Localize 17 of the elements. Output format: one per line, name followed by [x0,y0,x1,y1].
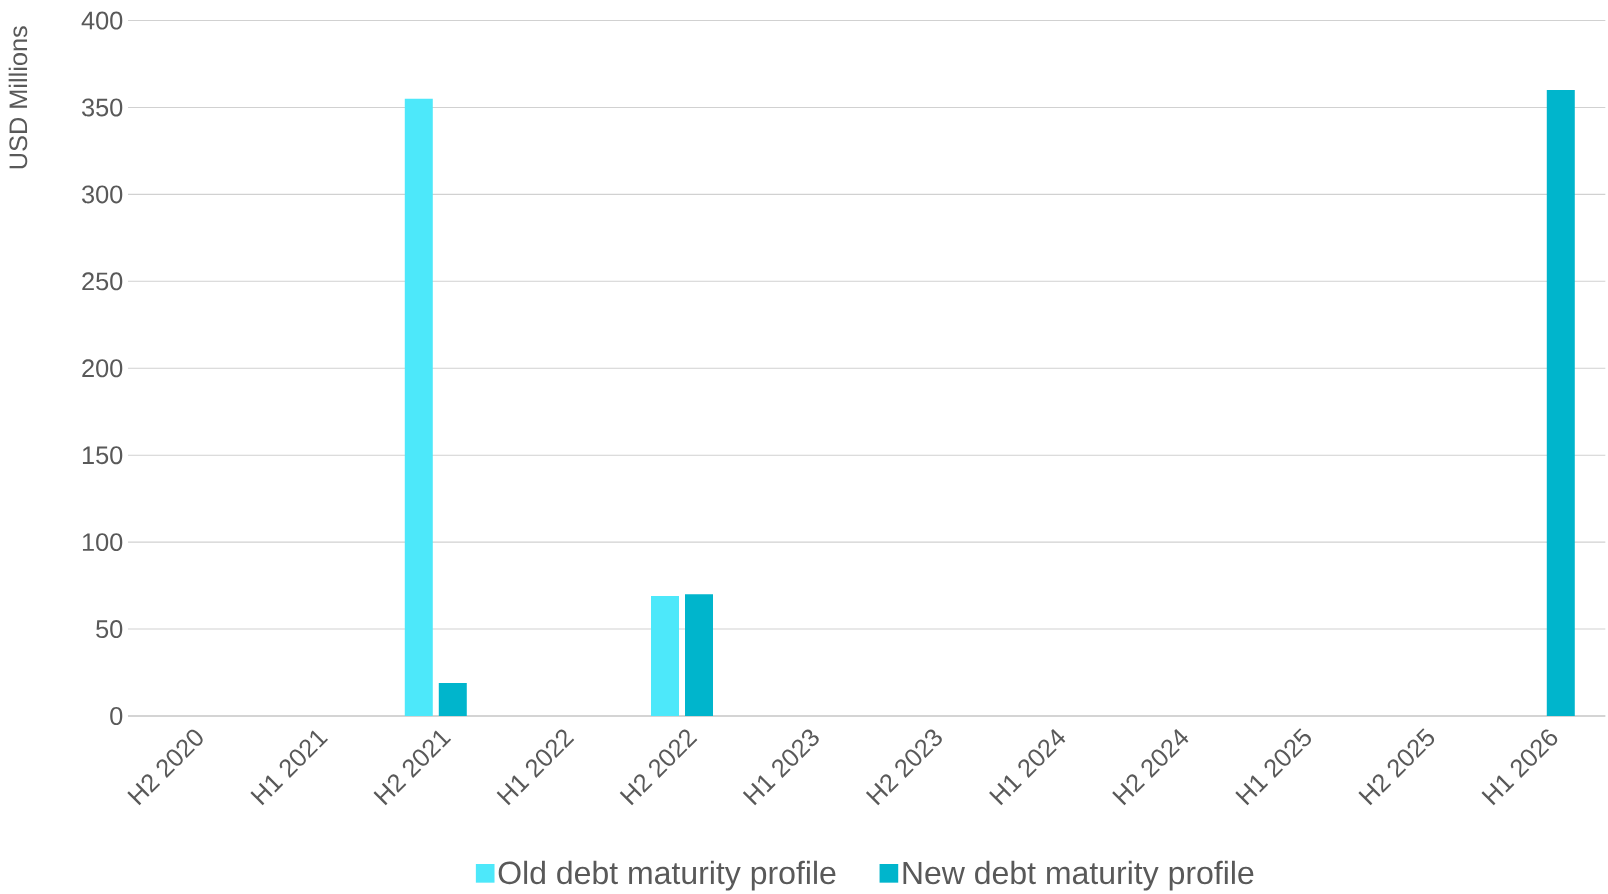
y-tick-label: 0 [110,707,123,725]
y-tick-label: 250 [82,272,123,291]
y-tick-label: 50 [96,620,123,639]
legend-label: New debt maturity profile [903,860,1254,891]
bar [438,682,467,716]
legend-label: Old debt maturity profile [498,860,836,891]
bar [404,98,433,716]
bar [651,596,679,716]
y-tick-label: 100 [82,533,123,552]
y-tick-label: 150 [82,446,123,465]
y-tick-label: 200 [82,359,123,378]
bar [1546,90,1575,716]
y-tick-label: 350 [81,98,123,117]
y-axis-title: USD Millions [8,26,28,169]
y-tick-label: 400 [81,11,123,30]
y-tick-label: 300 [81,185,123,204]
bar [685,594,714,716]
